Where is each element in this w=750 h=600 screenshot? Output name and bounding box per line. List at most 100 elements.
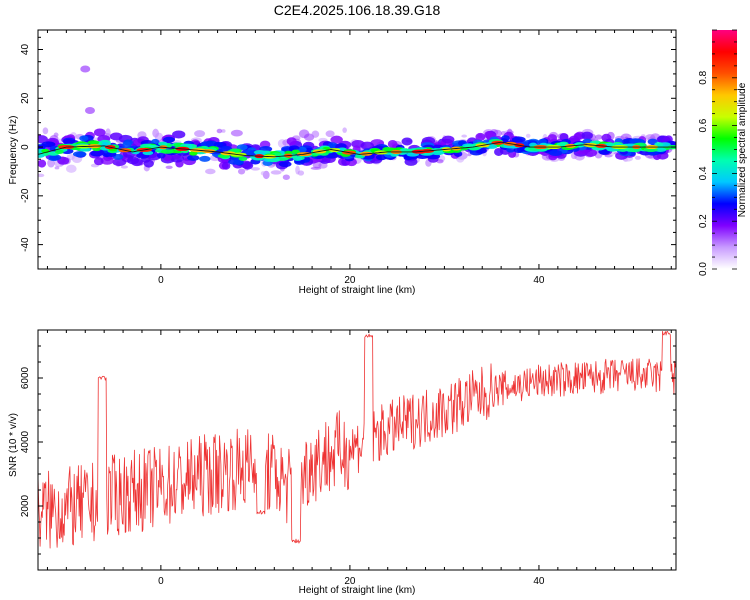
heatmap-halo-cell	[634, 155, 641, 160]
colorbar-tick-label: 0.0	[698, 262, 709, 276]
snr-x-axis: 0 20 40	[46, 330, 672, 587]
heatmap-halo-cell	[250, 167, 261, 171]
heatmap-track-cell	[513, 146, 524, 153]
heatmap-halo-cell	[467, 153, 472, 157]
heatmap-halo-cell	[525, 133, 531, 138]
heatmap-track-cell	[278, 161, 292, 168]
heatmap-halo-cell	[53, 132, 59, 137]
heatmap-halo-cell	[310, 166, 322, 170]
heatmap-halo-cell	[42, 127, 49, 135]
heatmap-track-cell	[360, 141, 374, 150]
heatmap-track-cell	[494, 147, 504, 156]
heatmap-track-cell	[93, 128, 106, 137]
heatmap-track-cell	[581, 131, 593, 140]
snr-series-line	[38, 331, 676, 549]
heatmap-track-cell	[163, 153, 172, 162]
heatmap-track-cell	[172, 130, 186, 139]
heatmap-halo-cell	[270, 170, 282, 175]
heatmap-track-cell	[41, 141, 56, 148]
colorbar-tick-label: 0.4	[698, 166, 709, 180]
x-tick-label: 20	[344, 576, 356, 587]
heatmap-halo-cell	[194, 130, 206, 138]
heatmap-halo-cell	[54, 166, 60, 170]
x-tick-label: 40	[533, 576, 545, 587]
heatmap-track-cell	[54, 149, 64, 155]
heatmap-track-cell	[93, 157, 104, 166]
heatmap-track-cell	[654, 142, 664, 147]
heatmap-halo-cell	[205, 168, 216, 175]
y-tick-label: 40	[20, 44, 31, 56]
heatmap-track-cell	[401, 137, 413, 146]
heatmap-halo-cell	[312, 161, 322, 169]
heatmap-track-cell	[199, 155, 211, 162]
spectrogram-y-axis: -40 -20 0 20 40	[20, 36, 676, 270]
heatmap-halo-cell	[297, 170, 305, 176]
chart-title: C2E4.2025.106.18.39.G18	[274, 2, 441, 18]
heatmap-track-cell	[475, 132, 486, 141]
heatmap-outlier	[84, 106, 95, 114]
heatmap-track-cell	[511, 136, 526, 143]
heatmap-track-cell	[238, 156, 248, 161]
colorbar-tick-label: 0.8	[698, 70, 709, 84]
heatmap-halo-cell	[311, 130, 320, 138]
colorbar-tick-label: 0.6	[698, 118, 709, 132]
heatmap-track-cell	[143, 159, 154, 168]
heatmap-track-cell	[205, 140, 214, 147]
heatmap-track-cell	[584, 148, 598, 157]
heatmap-halo-cell	[298, 129, 310, 139]
snr-panel: 0 20 40 2000 4000 6000 Height of straight li…	[8, 329, 677, 596]
heatmap-halo-cell	[342, 127, 347, 133]
heatmap-track-cell	[163, 136, 175, 143]
spectrogram-x-axis: 0 20 40	[46, 30, 672, 286]
heatmap-outlier	[80, 65, 91, 73]
snr-frame	[37, 329, 677, 571]
snr-y-label: SNR (10 * v/v)	[8, 413, 19, 477]
y-tick-label: 0	[20, 144, 31, 150]
heatmap-track-cell	[484, 130, 494, 139]
heatmap-track-cell	[79, 135, 89, 142]
heatmap-halo-cell	[105, 128, 111, 137]
heatmap-halo-cell	[216, 128, 223, 134]
heatmap-halo-cell	[325, 130, 335, 138]
x-tick-label: 0	[158, 275, 164, 286]
heatmap-track-cell	[158, 141, 168, 147]
y-tick-label: 6000	[20, 366, 31, 389]
heatmap-track-cell	[38, 135, 48, 144]
heatmap-track-cell	[221, 161, 231, 170]
heatmap-track-cell	[109, 132, 123, 141]
heatmap-track-cell	[213, 141, 224, 148]
heatmap-track-cell	[242, 161, 254, 170]
snr-y-axis: 2000 4000 6000	[20, 329, 676, 571]
colorbar-ticks: 0.0 0.2 0.4 0.6 0.8	[698, 29, 737, 276]
heatmap-track-cell	[548, 150, 563, 157]
heatmap-halo-cell	[282, 174, 290, 180]
heatmap-track-cell	[654, 147, 667, 152]
spectrogram-x-label: Height of straight line (km)	[299, 285, 416, 296]
heatmap-halo-cell	[260, 171, 267, 176]
heatmap-track-cell	[72, 151, 87, 158]
spectrogram-y-label: Frequency (Hz)	[8, 116, 19, 185]
y-tick-label: 2000	[20, 494, 31, 517]
heatmap-halo-cell	[237, 168, 246, 175]
heatmap-halo-cell	[65, 164, 77, 173]
snr-plot-area	[38, 330, 676, 570]
heatmap-track-cell	[547, 134, 558, 143]
x-tick-label: 20	[344, 275, 356, 286]
heatmap-track-cell	[189, 151, 198, 156]
y-tick-label: 4000	[20, 430, 31, 453]
heatmap-track-cell	[49, 154, 62, 161]
heatmap-track-cell	[187, 154, 200, 161]
heatmap-track-cell	[327, 142, 338, 149]
y-tick-label: -40	[20, 237, 31, 252]
x-tick-label: 40	[533, 275, 545, 286]
heatmap-track-cell	[87, 140, 100, 145]
heatmap-track-cell	[38, 153, 45, 158]
heatmap-track-cell	[131, 158, 143, 167]
doppler-track-line	[38, 141, 676, 158]
y-tick-label: 20	[20, 92, 31, 104]
heatmap-track-cell	[160, 149, 174, 154]
spectrogram-panel: 0 20 40 -40 -20 0 20 40 Height of straight lin…	[8, 29, 677, 296]
heatmap-track-cell	[156, 152, 166, 159]
colorbar: 0.0 0.2 0.4 0.6 0.8 Normalized spectral ampl…	[698, 29, 748, 276]
